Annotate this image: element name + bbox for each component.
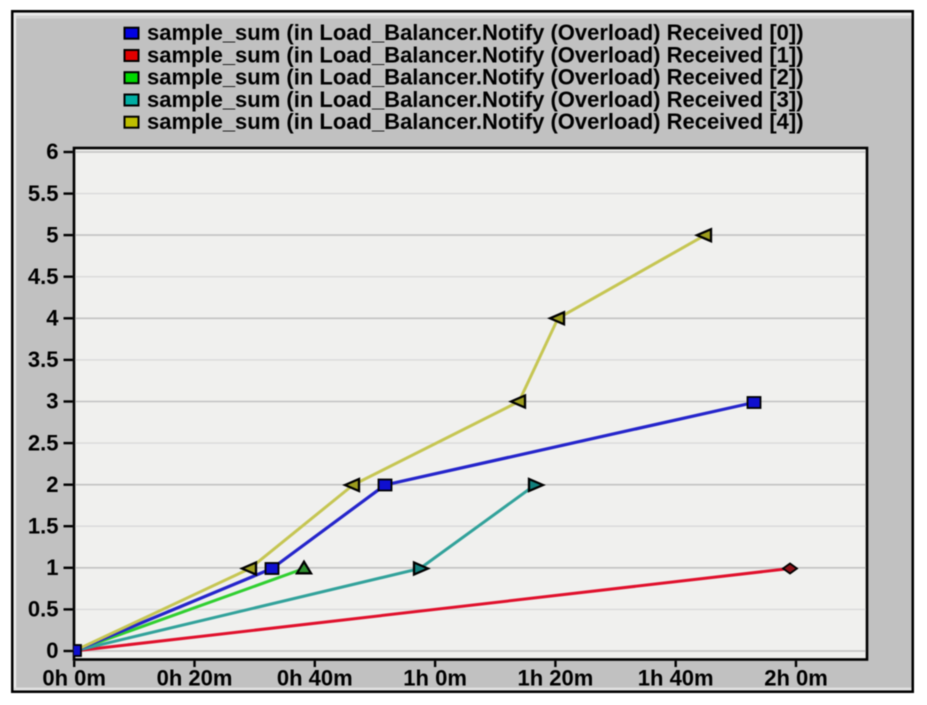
svg-text:0: 0	[46, 638, 58, 663]
svg-text:6: 6	[46, 139, 58, 164]
svg-text:sample_sum (in Load_Balancer.N: sample_sum (in Load_Balancer.Notify (Ove…	[147, 109, 804, 134]
svg-text:4.5: 4.5	[28, 264, 59, 289]
svg-text:1.5: 1.5	[28, 513, 59, 538]
svg-text:3: 3	[46, 389, 58, 414]
svg-text:3.5: 3.5	[28, 347, 59, 372]
svg-text:2.5: 2.5	[28, 430, 59, 455]
svg-text:5: 5	[46, 222, 58, 247]
svg-text:1h 40m: 1h 40m	[638, 666, 714, 691]
svg-text:0h 40m: 0h 40m	[277, 666, 353, 691]
svg-text:1h 20m: 1h 20m	[517, 666, 593, 691]
svg-text:5.5: 5.5	[28, 181, 59, 206]
svg-text:1: 1	[46, 555, 58, 580]
svg-text:sample_sum (in Load_Balancer.N: sample_sum (in Load_Balancer.Notify (Ove…	[147, 65, 804, 90]
svg-text:4: 4	[46, 306, 59, 331]
svg-text:0.5: 0.5	[28, 597, 59, 622]
svg-text:1h 0m: 1h 0m	[403, 666, 467, 691]
svg-text:2: 2	[46, 472, 58, 497]
svg-text:sample_sum (in Load_Balancer.N: sample_sum (in Load_Balancer.Notify (Ove…	[147, 20, 804, 45]
svg-text:sample_sum (in Load_Balancer.N: sample_sum (in Load_Balancer.Notify (Ove…	[147, 43, 804, 68]
svg-text:0h 20m: 0h 20m	[157, 666, 233, 691]
svg-text:sample_sum (in Load_Balancer.N: sample_sum (in Load_Balancer.Notify (Ove…	[147, 87, 804, 112]
svg-text:2h 0m: 2h 0m	[764, 666, 828, 691]
svg-text:0h 0m: 0h 0m	[42, 666, 106, 691]
